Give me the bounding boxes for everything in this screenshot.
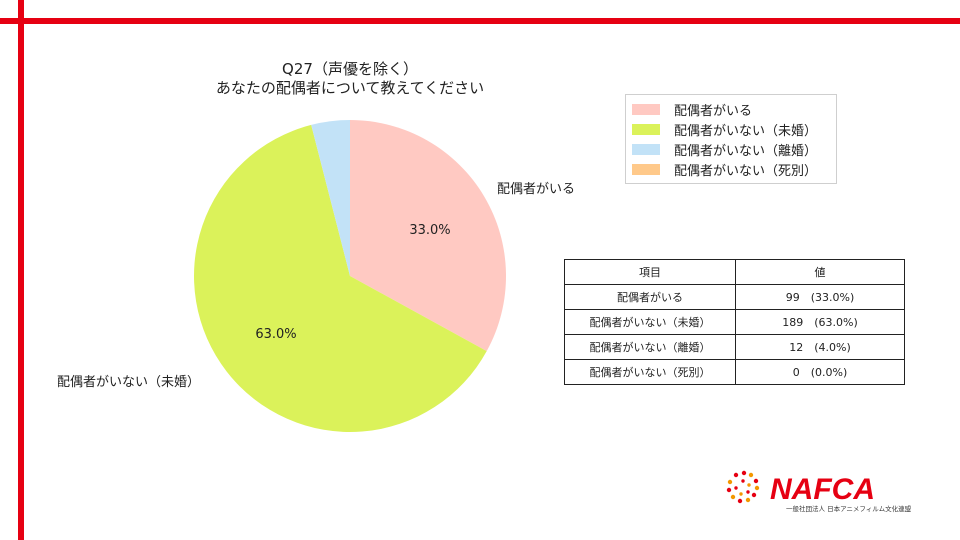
table-row: 配偶者がいる 99 (33.0%) xyxy=(564,284,905,310)
top-red-rule xyxy=(0,18,960,24)
slice-category-label: 配偶者がいる xyxy=(497,182,575,197)
legend-label: 配偶者がいない（死別） xyxy=(674,163,818,179)
table-cell-value: 189 (63.0%) xyxy=(735,309,905,335)
table-cell-item: 配偶者がいない（離婚） xyxy=(564,334,736,360)
table-cell-value: 99 (33.0%) xyxy=(735,284,905,310)
nafca-emblem-icon xyxy=(726,470,760,504)
pie-slice xyxy=(193,124,487,432)
slice-category-label: 配偶者がいない（未婚） xyxy=(57,375,200,390)
pie-slice xyxy=(350,120,506,352)
logo-wordmark: NAFCA xyxy=(770,473,875,506)
table-row: 配偶者がいない（死別） 0 (0.0%) xyxy=(564,359,905,385)
table-row: 配偶者がいない（未婚） 189 (63.0%) xyxy=(564,309,905,335)
table-cell-item: 配偶者がいない（死別） xyxy=(564,359,736,385)
table-header-row: 項目 値 xyxy=(564,259,905,285)
slice-percent-label: 63.0% xyxy=(255,327,296,342)
table-cell-value: 0 (0.0%) xyxy=(735,359,905,385)
legend-item: 配偶者がいない（死別） xyxy=(632,159,830,179)
legend-item: 配偶者がいない（離婚） xyxy=(632,139,830,159)
left-red-rule xyxy=(18,0,24,540)
chart-title-line1: Q27（声優を除く） xyxy=(282,60,418,78)
legend-label: 配偶者がいる xyxy=(674,103,753,119)
pie-slice xyxy=(311,120,350,276)
legend-swatch xyxy=(632,123,660,135)
data-table: 項目 値 配偶者がいる 99 (33.0%) 配偶者がいない（未婚） 189 (… xyxy=(564,259,905,385)
table-row: 配偶者がいない（離婚） 12 (4.0%) xyxy=(564,334,905,360)
chart-title: Q27（声優を除く） あなたの配偶者について教えてください xyxy=(150,60,550,98)
legend-item: 配偶者がいる xyxy=(632,99,830,119)
table-cell-item: 配偶者がいる xyxy=(564,284,736,310)
chart-title-line2: あなたの配偶者について教えてください xyxy=(215,79,485,97)
legend-swatch xyxy=(632,143,660,155)
table-cell-value: 12 (4.0%) xyxy=(735,334,905,360)
slice-percent-label: 33.0% xyxy=(409,223,450,238)
legend: 配偶者がいる 配偶者がいない（未婚） 配偶者がいない（離婚） 配偶者がいない（死… xyxy=(625,94,837,184)
legend-item: 配偶者がいない（未婚） xyxy=(632,119,830,139)
legend-swatch xyxy=(632,103,660,115)
legend-swatch xyxy=(632,163,660,175)
logo-subtitle: 一般社団法人 日本アニメフィルム文化連盟 xyxy=(786,504,912,513)
legend-label: 配偶者がいない（離婚） xyxy=(674,143,818,159)
table-header-item: 項目 xyxy=(564,259,736,285)
legend-label: 配偶者がいない（未婚） xyxy=(674,123,818,139)
table-header-value: 値 xyxy=(735,259,905,285)
table-cell-item: 配偶者がいない（未婚） xyxy=(564,309,736,335)
nafca-logo: NAFCA 一般社団法人 日本アニメフィルム文化連盟 xyxy=(726,470,912,513)
